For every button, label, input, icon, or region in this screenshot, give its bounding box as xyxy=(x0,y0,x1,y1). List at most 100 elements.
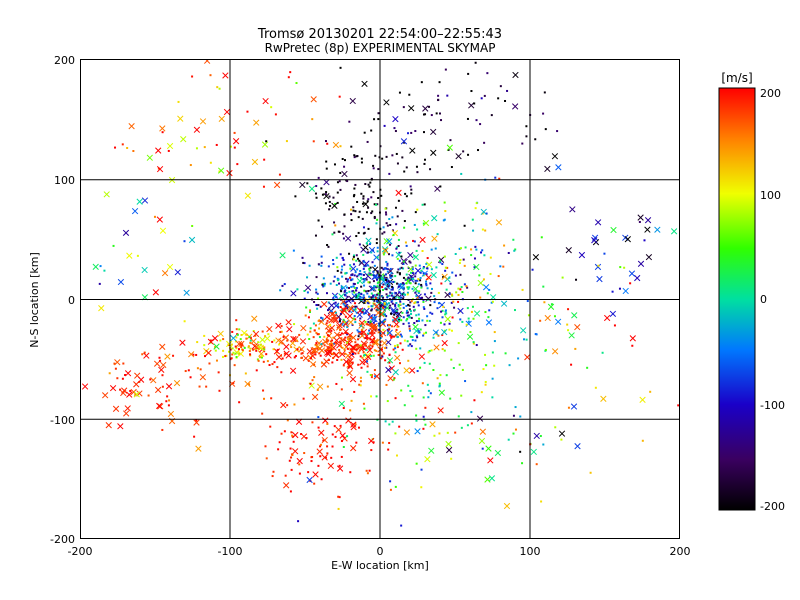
data-point-dot xyxy=(305,437,308,440)
data-point-dot xyxy=(394,292,397,295)
data-point-dot xyxy=(430,248,433,251)
data-point-dot xyxy=(406,311,409,314)
data-point-dot xyxy=(371,329,374,332)
data-point-dot xyxy=(316,347,319,350)
data-point-dot xyxy=(235,336,238,339)
data-point-dot xyxy=(414,339,417,342)
data-point-dot xyxy=(209,74,212,77)
data-point-cross xyxy=(311,393,319,401)
data-point-dot xyxy=(407,359,410,362)
data-point-cross xyxy=(610,226,617,234)
data-point-dot xyxy=(345,271,348,274)
data-point-dot xyxy=(463,264,466,267)
data-point-dot xyxy=(368,273,371,276)
data-point-cross xyxy=(434,185,441,192)
data-point-dot xyxy=(425,273,428,276)
data-point-dot xyxy=(377,281,380,284)
data-point-dot xyxy=(317,319,320,322)
data-point-dot xyxy=(499,85,502,88)
data-point-cross xyxy=(253,343,260,351)
data-point-dot xyxy=(556,130,559,133)
data-point-dot xyxy=(361,202,364,205)
data-point-dot xyxy=(315,196,318,199)
data-point-cross xyxy=(425,274,432,281)
data-point-dot xyxy=(440,310,443,313)
data-point-dot xyxy=(351,323,354,326)
data-point-dot xyxy=(276,348,279,351)
data-point-dot xyxy=(388,353,391,356)
data-point-dot xyxy=(499,265,502,268)
data-point-dot xyxy=(228,350,231,353)
data-point-cross xyxy=(130,388,137,396)
data-point-dot xyxy=(385,383,388,386)
data-point-dot xyxy=(429,392,432,395)
data-point-cross xyxy=(370,285,377,292)
data-point-dot xyxy=(454,253,457,256)
data-point-cross xyxy=(468,102,475,109)
data-point-dot xyxy=(300,356,303,359)
data-point-dot xyxy=(317,297,320,300)
x-tick-label: -200 xyxy=(68,545,93,558)
data-point-dot xyxy=(284,474,287,477)
data-point-dot xyxy=(382,296,385,299)
data-point-dot xyxy=(382,352,385,355)
data-point-dot xyxy=(470,90,473,93)
data-point-dot xyxy=(418,317,421,320)
data-point-dot xyxy=(309,309,312,312)
data-point-dot xyxy=(343,213,346,216)
data-point-dot xyxy=(417,291,420,294)
data-point-dot xyxy=(401,282,404,285)
data-point-dot xyxy=(98,282,101,285)
data-point-dot xyxy=(437,98,440,101)
data-point-dot xyxy=(550,303,553,306)
data-point-cross xyxy=(381,339,388,347)
data-point-dot xyxy=(218,170,221,173)
colorbar-tick-label: -100 xyxy=(760,399,785,412)
data-point-dot xyxy=(343,321,346,324)
data-point-cross xyxy=(317,383,324,390)
data-point-dot xyxy=(330,329,333,332)
data-point-dot xyxy=(385,279,388,282)
data-point-dot xyxy=(338,464,341,467)
data-point-dot xyxy=(459,318,462,321)
data-point-cross xyxy=(275,322,282,329)
data-point-cross xyxy=(117,423,124,430)
data-point-dot xyxy=(364,320,367,323)
data-point-dot xyxy=(414,264,417,267)
data-point-dot xyxy=(388,294,391,297)
data-point-dot xyxy=(330,310,333,313)
data-point-dot xyxy=(358,291,361,294)
data-point-dot xyxy=(386,328,389,331)
data-point-dot xyxy=(388,218,391,221)
data-point-dot xyxy=(366,338,369,341)
data-point-dot xyxy=(446,94,449,97)
data-point-dot xyxy=(424,113,427,116)
data-point-dot xyxy=(348,120,351,123)
data-point-dot xyxy=(366,292,369,295)
data-point-dot xyxy=(356,257,359,260)
data-point-dot xyxy=(447,148,450,151)
data-point-dot xyxy=(399,342,402,345)
data-point-dot xyxy=(153,215,156,218)
data-point-dot xyxy=(410,312,413,315)
data-point-dot xyxy=(338,496,341,499)
data-point-dot xyxy=(264,445,267,448)
data-point-dot xyxy=(481,228,484,231)
data-point-cross xyxy=(428,447,435,454)
data-point-cross xyxy=(431,235,438,242)
data-point-cross xyxy=(555,164,562,171)
data-point-dot xyxy=(334,435,337,438)
data-point-dot xyxy=(444,266,447,269)
data-point-dot xyxy=(305,306,308,309)
data-point-cross xyxy=(350,424,357,431)
data-point-dot xyxy=(332,259,335,262)
data-point-dot xyxy=(401,311,404,314)
data-point-dot xyxy=(351,361,354,364)
data-point-dot xyxy=(326,334,329,337)
data-point-dot xyxy=(336,269,339,272)
data-point-dot xyxy=(420,283,423,286)
data-point-dot xyxy=(441,263,444,266)
data-point-dot xyxy=(414,282,417,285)
data-point-dot xyxy=(373,264,376,267)
data-point-dot xyxy=(257,359,260,362)
